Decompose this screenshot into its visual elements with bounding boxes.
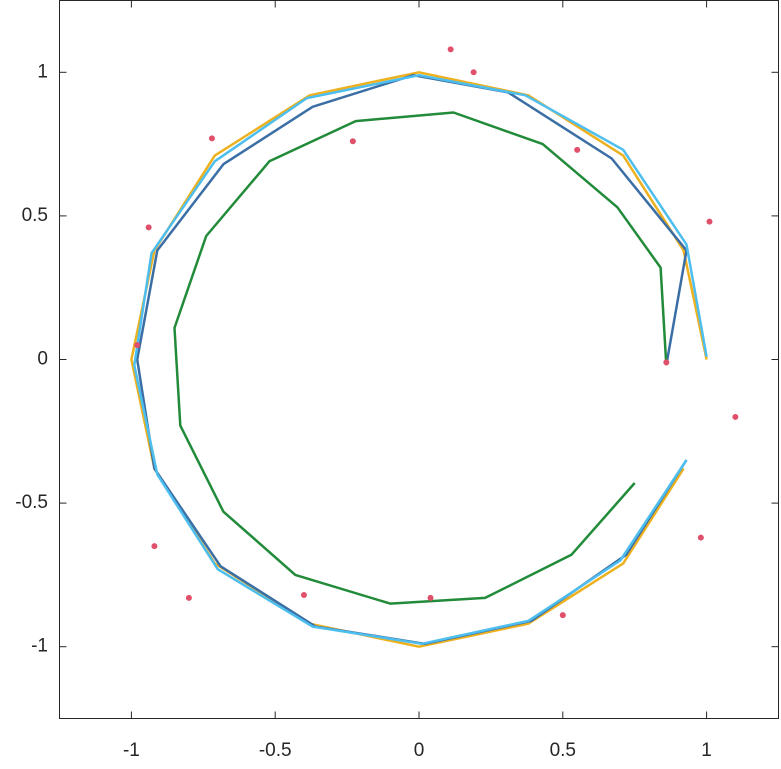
point bbox=[151, 543, 158, 550]
line bbox=[133, 73, 708, 646]
x-tick-label: -1 bbox=[123, 740, 140, 761]
point bbox=[208, 135, 215, 142]
y-tick-label: 1 bbox=[37, 61, 48, 82]
x-tick-label: 1 bbox=[701, 740, 712, 761]
y-tick-label: -0.5 bbox=[15, 492, 48, 513]
point bbox=[145, 224, 152, 231]
point bbox=[574, 146, 581, 153]
line bbox=[173, 111, 668, 605]
y-tick-label: 0.5 bbox=[22, 205, 48, 226]
point bbox=[185, 594, 192, 601]
y-tick-label: 0 bbox=[37, 349, 48, 370]
point bbox=[559, 612, 566, 619]
x-tick-label: 0 bbox=[414, 740, 425, 761]
point bbox=[732, 413, 739, 420]
y-tick-label: -1 bbox=[31, 636, 48, 657]
x-tick-label: 0.5 bbox=[550, 740, 576, 761]
point bbox=[447, 46, 454, 53]
point bbox=[427, 594, 434, 601]
point bbox=[300, 592, 307, 599]
line bbox=[135, 73, 688, 646]
point bbox=[697, 534, 704, 541]
point bbox=[706, 218, 713, 225]
point bbox=[134, 342, 141, 349]
point bbox=[470, 69, 477, 76]
point bbox=[349, 138, 356, 145]
x-tick-label: -0.5 bbox=[259, 740, 292, 761]
point bbox=[663, 359, 670, 366]
plot-frame bbox=[59, 0, 779, 719]
